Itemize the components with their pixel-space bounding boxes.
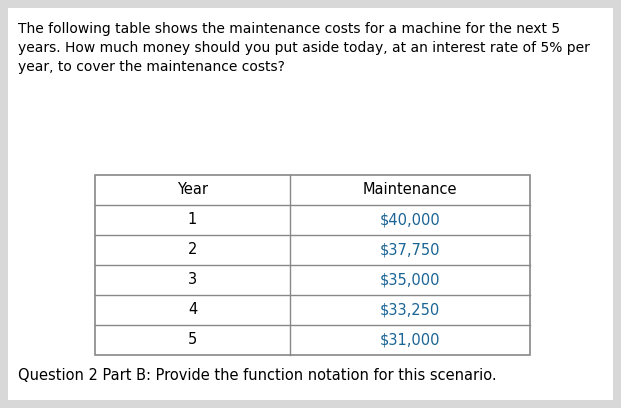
Text: 1: 1 bbox=[188, 213, 197, 228]
Text: Maintenance: Maintenance bbox=[363, 182, 457, 197]
Text: $37,750: $37,750 bbox=[380, 242, 440, 257]
Text: 3: 3 bbox=[188, 273, 197, 288]
Text: $31,000: $31,000 bbox=[380, 333, 440, 348]
Text: 4: 4 bbox=[188, 302, 197, 317]
Text: The following table shows the maintenance costs for a machine for the next 5: The following table shows the maintenanc… bbox=[18, 22, 560, 36]
Text: 5: 5 bbox=[188, 333, 197, 348]
Text: $35,000: $35,000 bbox=[380, 273, 440, 288]
Text: years. How much money should you put aside today, at an interest rate of 5% per: years. How much money should you put asi… bbox=[18, 41, 590, 55]
Text: Question 2 Part B: Provide the function notation for this scenario.: Question 2 Part B: Provide the function … bbox=[18, 368, 497, 383]
Text: year, to cover the maintenance costs?: year, to cover the maintenance costs? bbox=[18, 60, 285, 74]
Bar bbox=[95, 175, 530, 355]
Text: $40,000: $40,000 bbox=[379, 213, 440, 228]
Text: 2: 2 bbox=[188, 242, 197, 257]
Text: Year: Year bbox=[177, 182, 208, 197]
Text: $33,250: $33,250 bbox=[380, 302, 440, 317]
